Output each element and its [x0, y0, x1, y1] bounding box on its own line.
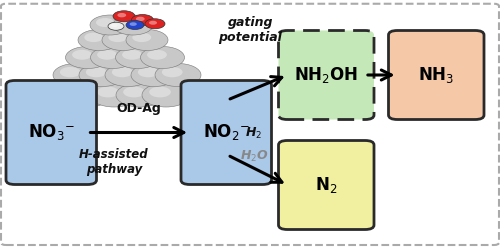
Text: H-assisted
pathway: H-assisted pathway [79, 148, 149, 176]
Circle shape [111, 24, 117, 27]
Circle shape [119, 18, 137, 27]
Circle shape [86, 67, 106, 77]
Circle shape [131, 64, 177, 86]
Circle shape [64, 83, 112, 107]
Circle shape [90, 46, 134, 68]
FancyBboxPatch shape [181, 80, 272, 184]
Circle shape [66, 46, 110, 68]
FancyBboxPatch shape [278, 30, 374, 120]
Circle shape [53, 64, 99, 86]
Circle shape [126, 20, 144, 30]
Circle shape [60, 67, 80, 77]
Circle shape [79, 64, 125, 86]
Circle shape [149, 86, 171, 98]
Circle shape [142, 83, 190, 107]
FancyBboxPatch shape [6, 80, 96, 184]
Circle shape [78, 30, 120, 50]
Circle shape [145, 19, 165, 29]
Text: NH$_2$OH: NH$_2$OH [294, 65, 358, 85]
Text: gating
potential: gating potential [218, 16, 282, 44]
Text: H$_2$: H$_2$ [246, 126, 262, 141]
FancyBboxPatch shape [388, 30, 484, 120]
Circle shape [149, 21, 157, 25]
Circle shape [140, 46, 184, 68]
Circle shape [147, 50, 167, 60]
Circle shape [118, 13, 126, 17]
Circle shape [123, 86, 145, 98]
Circle shape [132, 14, 154, 26]
Circle shape [102, 30, 144, 50]
Circle shape [105, 64, 151, 86]
Circle shape [108, 33, 127, 42]
Circle shape [108, 22, 124, 30]
Circle shape [162, 67, 182, 77]
Circle shape [136, 17, 144, 21]
Circle shape [96, 18, 114, 27]
Circle shape [112, 67, 132, 77]
Circle shape [90, 83, 138, 107]
Circle shape [97, 50, 117, 60]
Text: OD-Ag: OD-Ag [116, 102, 162, 115]
Circle shape [132, 33, 151, 42]
Circle shape [122, 50, 142, 60]
Text: NH$_3$: NH$_3$ [418, 65, 454, 85]
Circle shape [116, 83, 164, 107]
Circle shape [138, 67, 158, 77]
FancyBboxPatch shape [1, 4, 499, 245]
Circle shape [113, 11, 135, 22]
Circle shape [113, 15, 153, 35]
Text: NO$_2$$^{-}$: NO$_2$$^{-}$ [203, 122, 250, 142]
Circle shape [130, 22, 137, 26]
FancyBboxPatch shape [278, 140, 374, 230]
Text: H$_2$O: H$_2$O [240, 149, 268, 164]
Circle shape [72, 50, 92, 60]
Text: NO$_3$$^{-}$: NO$_3$$^{-}$ [28, 122, 74, 142]
Circle shape [97, 86, 119, 98]
Circle shape [90, 15, 130, 35]
Circle shape [155, 64, 201, 86]
Circle shape [70, 86, 92, 98]
Circle shape [116, 46, 160, 68]
Text: N$_2$: N$_2$ [315, 175, 338, 195]
Circle shape [84, 33, 103, 42]
Circle shape [126, 30, 168, 50]
